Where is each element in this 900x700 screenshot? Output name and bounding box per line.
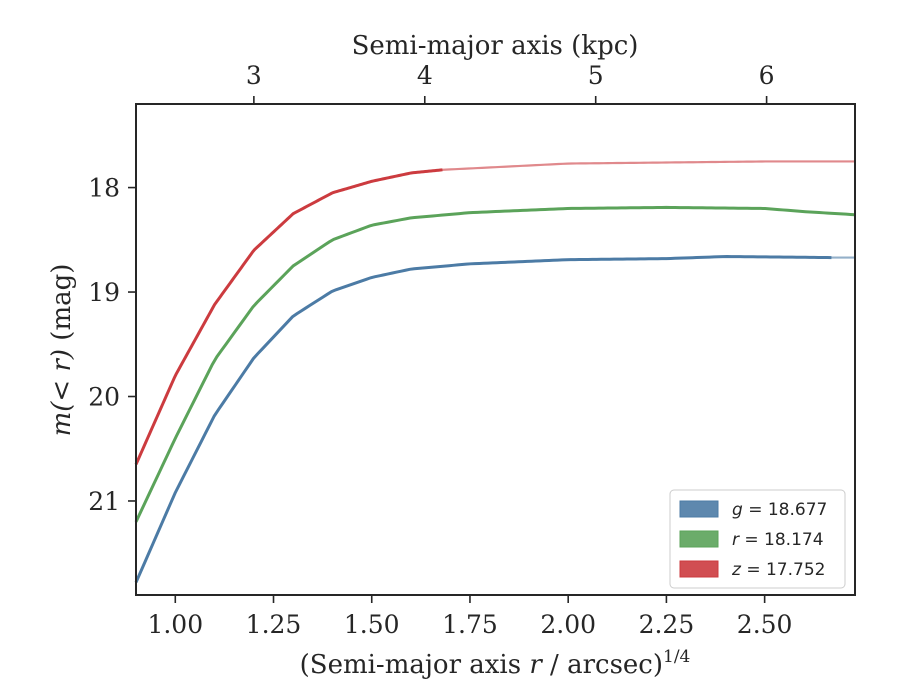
legend-label-var: z	[731, 560, 742, 580]
y-tick-label: 18	[88, 174, 120, 203]
x-tick-label: 1.50	[344, 610, 400, 639]
legend-label-value: = 17.752	[741, 560, 826, 580]
series-r-model-line	[135, 206, 856, 523]
series-z-line	[134, 168, 443, 466]
legend-label-z: z = 17.752	[731, 560, 825, 580]
x-axis-title-var: r	[529, 650, 543, 680]
x-tick-label: 1.25	[246, 610, 302, 639]
x-tick-label: 2.50	[737, 610, 793, 639]
legend-label-r: r = 18.174	[732, 530, 824, 550]
y-axis-title-expr: m(< r)	[47, 349, 77, 436]
legend-label-value: = 18.677	[743, 500, 828, 520]
top-tick-label: 5	[588, 61, 604, 90]
plot-frame	[135, 103, 856, 596]
y-tick-label: 20	[88, 383, 120, 412]
y-axis-title: m(< r) (mag)	[47, 264, 77, 437]
top-tick-label: 3	[246, 61, 262, 90]
series-g-line	[134, 255, 832, 584]
x-axis-title-bottom: (Semi-major axis r / arcsec)1/4	[300, 647, 691, 680]
x-tick-label: 2.00	[540, 610, 596, 639]
legend-swatch-g	[679, 500, 719, 518]
legend-swatch-r	[679, 530, 719, 548]
legend-label-var: g	[732, 500, 743, 520]
x-tick-label: 2.25	[639, 610, 695, 639]
axis-ticks: 1.00 1.25 1.50 1.75 2.00 2.25 2.50 18 19 20 21 3 4 5 6	[88, 61, 792, 639]
top-tick-label: 6	[759, 61, 775, 90]
top-tick-label: 4	[417, 61, 433, 90]
x-tick-label: 1.00	[147, 610, 203, 639]
legend-label-g: g = 18.677	[732, 500, 827, 520]
legend-swatch-z	[679, 560, 719, 578]
y-tick-label: 19	[88, 278, 120, 307]
y-tick-label: 21	[88, 487, 120, 516]
x-axis-title-exponent: 1/4	[663, 647, 690, 667]
x-axis-title-prefix: (Semi-major axis	[300, 650, 530, 680]
x-axis-title-suffix: / arcsec)	[542, 650, 663, 680]
x-tick-label: 1.75	[442, 610, 498, 639]
series-lines	[134, 160, 856, 584]
y-axis-title-unit: (mag)	[47, 264, 77, 349]
x-axis-title-top: Semi-major axis (kpc)	[352, 31, 639, 61]
series-r-line	[134, 205, 856, 523]
legend-label-var: r	[732, 530, 740, 550]
legend-label-value: = 18.174	[739, 530, 824, 550]
